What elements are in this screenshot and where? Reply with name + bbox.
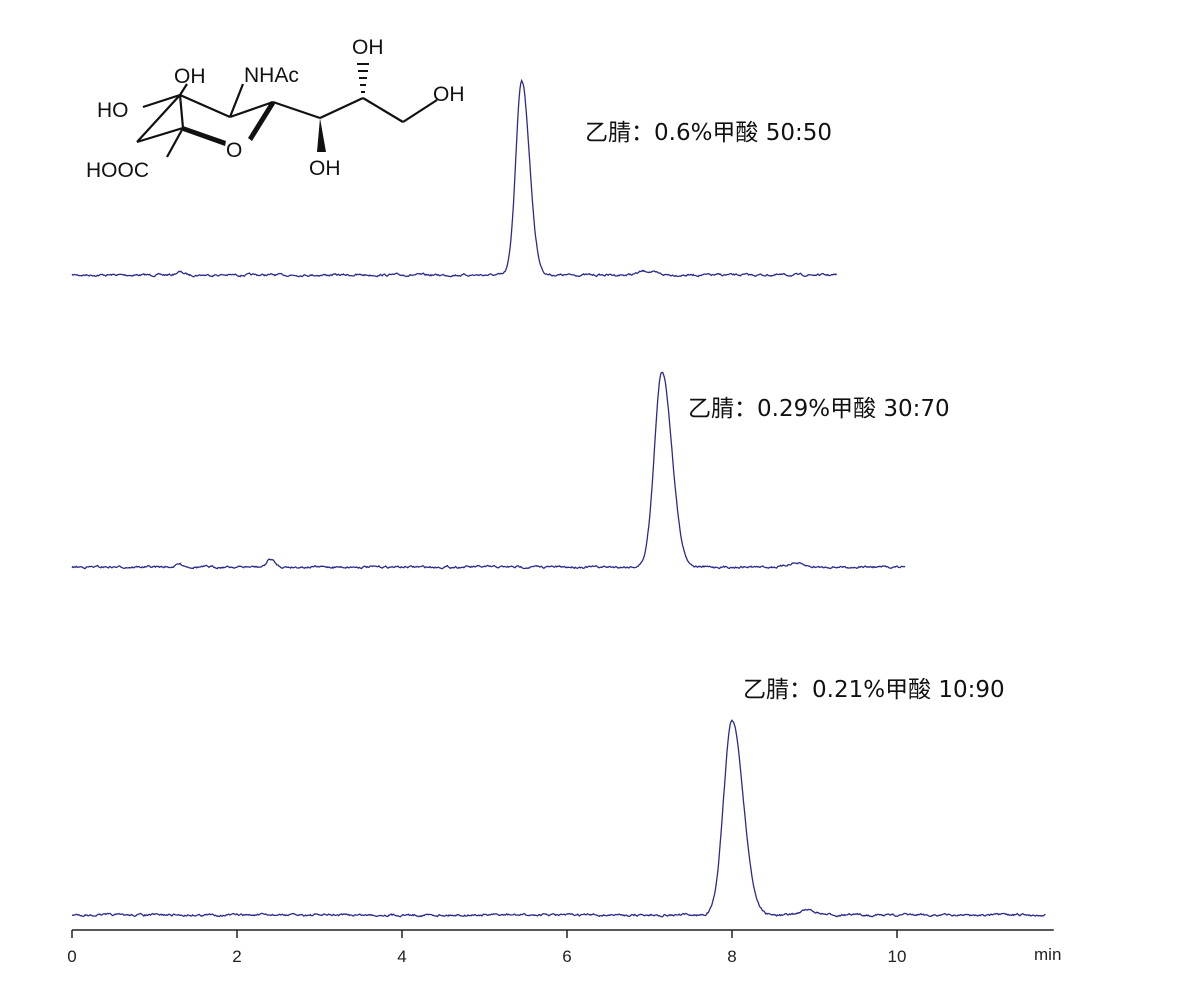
svg-text:OH: OH: [309, 157, 341, 180]
x-axis-label: min: [1034, 945, 1061, 964]
annotations: 乙腈：0.6%甲酸 50:50 乙腈：0.29%甲酸 30:70 乙腈：0.21…: [585, 120, 1005, 703]
x-axis: 0 2 4 6 8 10: [67, 929, 1054, 966]
sialic-acid-structure: OH HO NHAc HOOC O OH OH OH: [86, 36, 465, 182]
svg-text:HO: HO: [97, 99, 129, 122]
x-tick-label: 0: [67, 947, 76, 966]
svg-text:OH: OH: [352, 36, 384, 59]
x-tick-label: 8: [727, 947, 736, 966]
trace-2: [71, 371, 906, 570]
x-tick-label: 6: [562, 947, 571, 966]
annotation-trace-2: 乙腈：0.29%甲酸 30:70: [688, 396, 950, 422]
svg-text:HOOC: HOOC: [86, 159, 149, 182]
annotation-trace-3: 乙腈：0.21%甲酸 10:90: [743, 677, 1005, 703]
trace-1: [71, 78, 838, 278]
annotation-trace-1: 乙腈：0.6%甲酸 50:50: [585, 120, 832, 146]
svg-text:OH: OH: [174, 65, 206, 88]
traces: [71, 78, 1046, 918]
svg-text:NHAc: NHAc: [244, 64, 299, 87]
svg-text:O: O: [226, 139, 242, 162]
trace-3: [71, 719, 1046, 918]
x-tick-label: 10: [888, 947, 907, 966]
x-tick-label: 4: [397, 947, 406, 966]
x-tick-label: 2: [232, 947, 241, 966]
svg-text:OH: OH: [433, 83, 465, 106]
